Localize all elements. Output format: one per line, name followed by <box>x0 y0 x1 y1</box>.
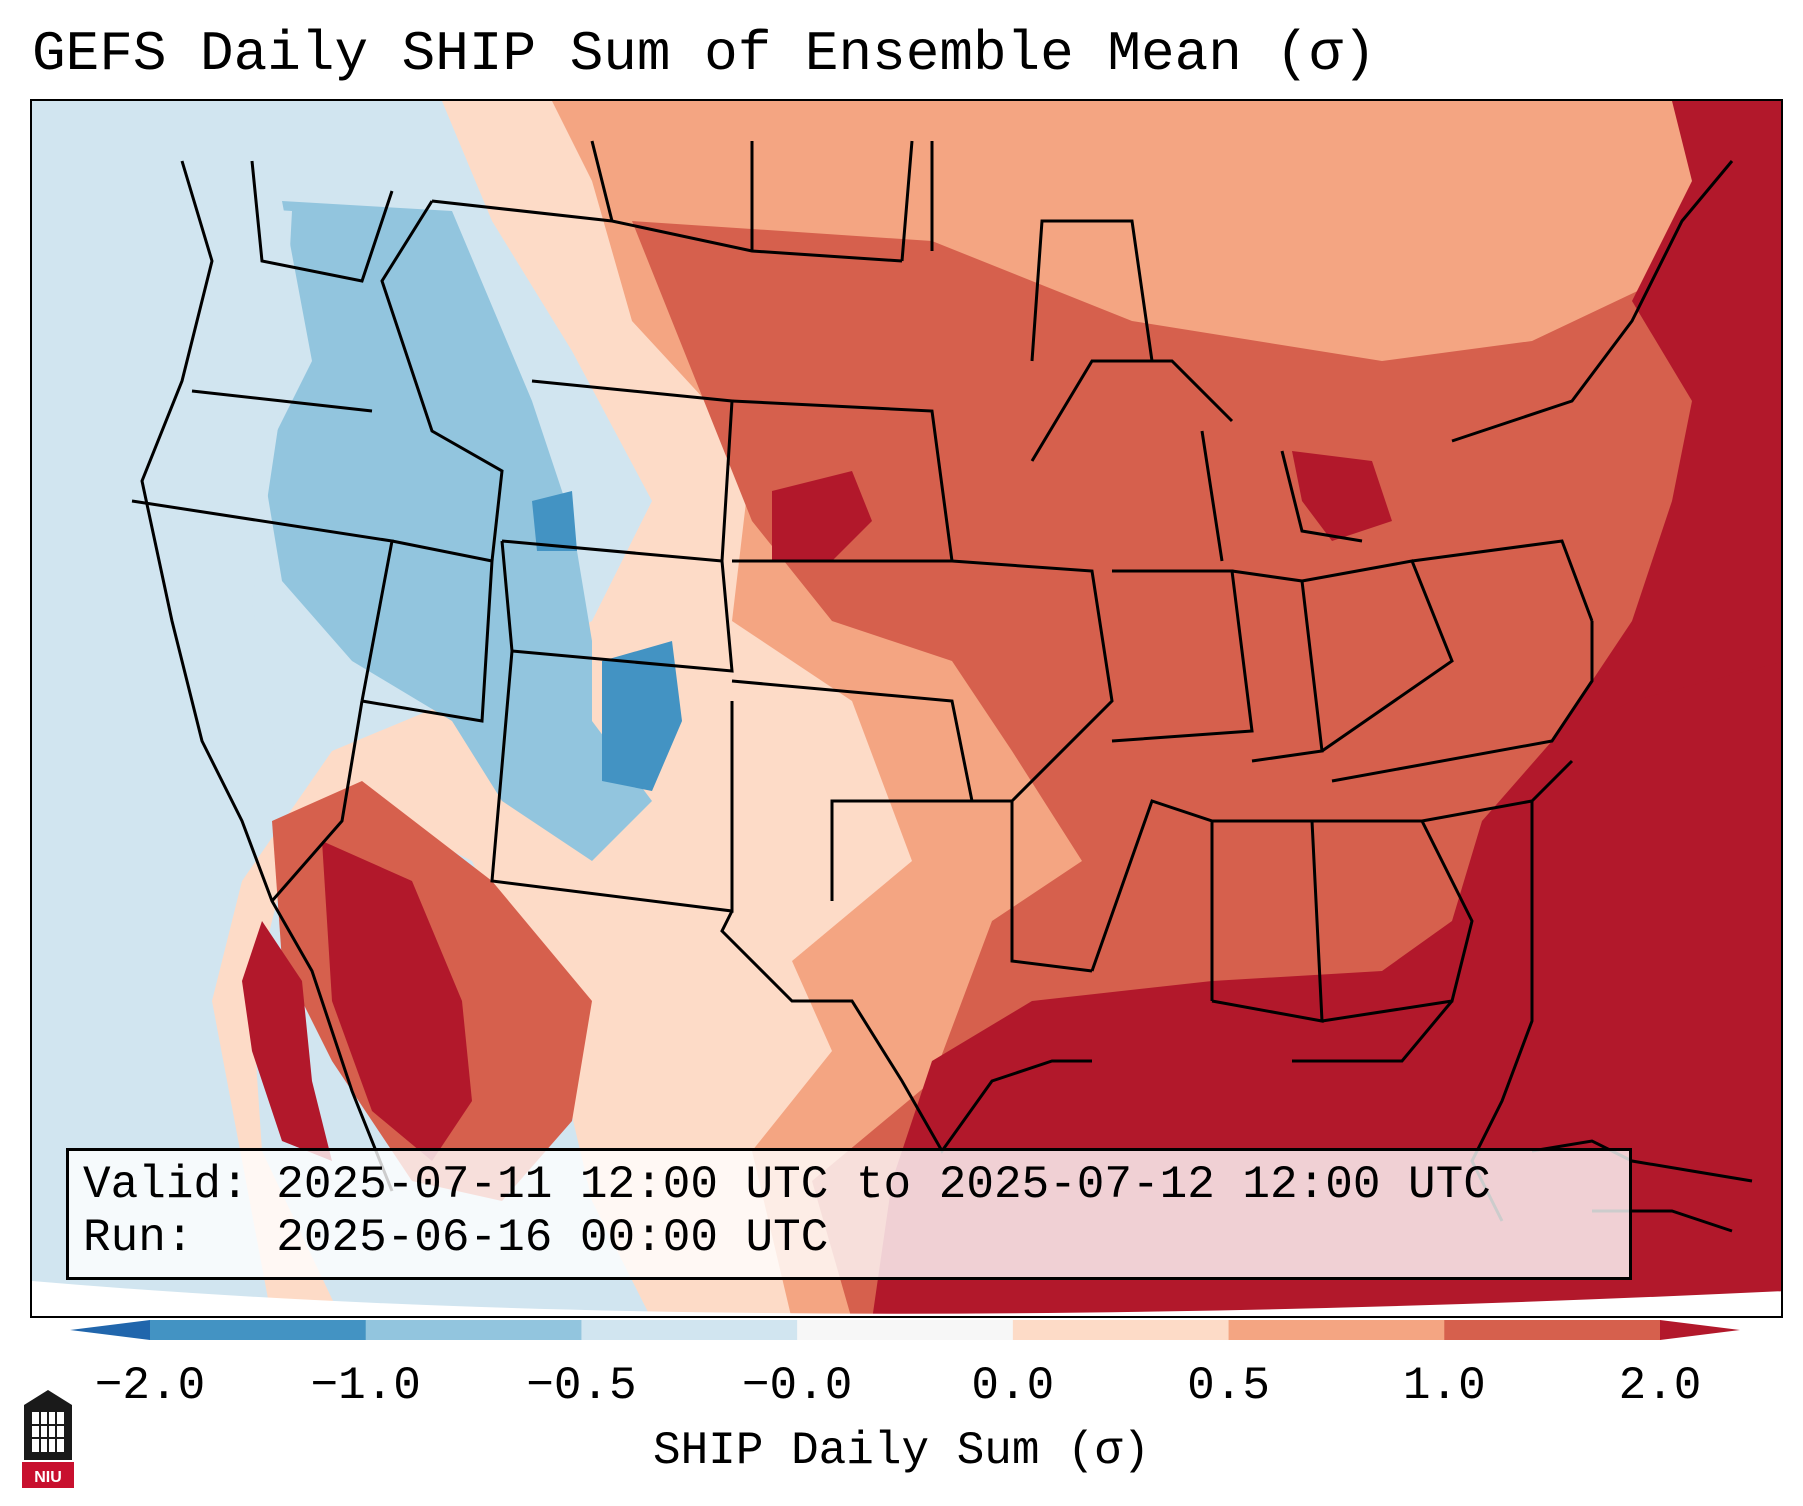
colorbar-segment <box>1444 1320 1661 1340</box>
field-dark-red-michigan <box>1292 451 1392 541</box>
colorbar-segment <box>150 1320 367 1340</box>
valid-row: Valid: 2025-07-11 12:00 UTC to 2025-07-1… <box>83 1159 1629 1212</box>
field-dark-red-southwest <box>322 841 472 1161</box>
valid-value: 2025-07-11 12:00 UTC to 2025-07-12 12:00… <box>276 1159 1491 1211</box>
niu-logo: NIU <box>22 1390 74 1488</box>
valid-label: Valid: <box>83 1159 249 1211</box>
projection-edge <box>32 1281 1781 1316</box>
colorbar-tick-label: 1.0 <box>1402 1360 1486 1412</box>
field-light-blue-west <box>262 201 652 861</box>
field-dark-red-dakotas <box>772 471 872 561</box>
colorbar-tick-label: −1.0 <box>310 1360 421 1412</box>
run-value: 2025-06-16 00:00 UTC <box>276 1212 829 1264</box>
colorbar-segment <box>1012 1320 1230 1340</box>
colorbar-segment <box>797 1320 1014 1340</box>
colorbar-tick-label: 0.0 <box>971 1360 1055 1412</box>
run-label: Run: <box>83 1212 194 1264</box>
colorbar-tick-label: 2.0 <box>1618 1360 1702 1412</box>
ship-anomaly-map <box>32 101 1781 1316</box>
run-row: Run: 2025-06-16 00:00 UTC <box>83 1212 1629 1265</box>
colorbar <box>70 1320 1740 1340</box>
niu-logo-text: NIU <box>34 1469 62 1486</box>
state-borders <box>131 140 1734 1222</box>
colorbar-segment <box>365 1320 582 1340</box>
colorbar-min-extend <box>70 1320 150 1340</box>
colorbar-label: SHIP Daily Sum (σ) <box>653 1425 1150 1477</box>
map-title: GEFS Daily SHIP Sum of Ensemble Mean (σ) <box>32 22 1377 86</box>
colorbar-segment <box>581 1320 798 1340</box>
field-blue-wyoming <box>532 491 577 551</box>
colorbar-tick-label: 0.5 <box>1187 1360 1270 1412</box>
validity-info-box: Valid: 2025-07-11 12:00 UTC to 2025-07-1… <box>66 1148 1632 1280</box>
colorbar-tick-label: −0.0 <box>741 1360 853 1412</box>
map-panel <box>30 99 1783 1318</box>
colorbar-tick-label: −2.0 <box>94 1360 206 1412</box>
field-dark-red-northeast <box>1552 101 1781 801</box>
colorbar-max-extend <box>1660 1320 1740 1340</box>
field-dark-red-baja <box>242 921 332 1161</box>
field-light-blue-pocket <box>132 201 292 901</box>
colorbar-tick-label: −0.5 <box>526 1360 637 1412</box>
colorbar-segment <box>1228 1320 1445 1340</box>
field-blue-rockies <box>602 641 682 791</box>
colorbar-segments <box>150 1320 1661 1340</box>
